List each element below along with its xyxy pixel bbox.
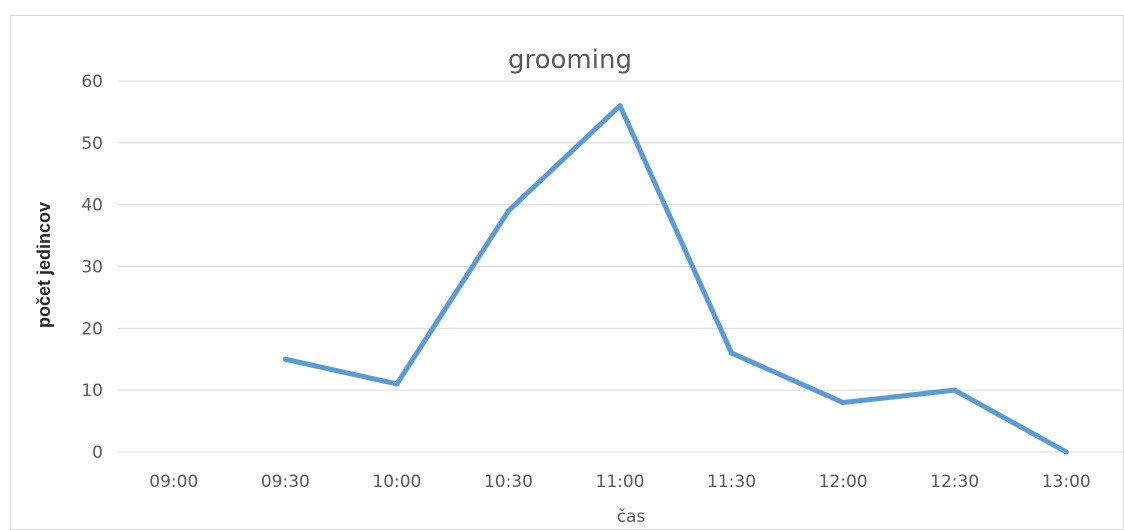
x-tick-label: 10:00	[372, 472, 421, 492]
data-point	[1063, 449, 1069, 455]
gridlines	[118, 80, 1122, 453]
y-tick-label: 20	[81, 319, 103, 339]
y-axis-label: počet jedincov	[34, 202, 54, 328]
data-point	[952, 387, 958, 393]
x-axis-label: čas	[617, 507, 646, 525]
y-axis-ticks: 0 10 20 30 40 50 60	[81, 72, 103, 463]
y-tick-label: 10	[81, 381, 103, 401]
y-tick-label: 50	[81, 134, 103, 154]
x-tick-label: 12:30	[930, 472, 979, 492]
y-tick-label: 60	[81, 72, 103, 92]
chart-frame	[10, 15, 1124, 530]
y-tick-label: 30	[81, 258, 103, 278]
data-point	[617, 103, 623, 109]
y-tick-label: 0	[92, 443, 103, 463]
data-point	[729, 350, 735, 356]
data-point	[282, 356, 288, 362]
chart-title: grooming	[508, 45, 632, 75]
data-point	[505, 208, 511, 214]
x-tick-label: 09:00	[149, 472, 198, 492]
x-tick-label: 09:30	[261, 472, 310, 492]
series-line	[282, 103, 1069, 455]
x-axis-ticks: 09:00 09:30 10:00 10:30 11:00 11:30 12:00 12:30…	[149, 472, 1090, 492]
data-point	[394, 381, 400, 387]
y-tick-label: 40	[81, 196, 103, 216]
data-point	[840, 400, 846, 406]
x-tick-label: 12:00	[819, 472, 868, 492]
x-tick-label: 11:30	[707, 472, 756, 492]
x-tick-label: 10:30	[484, 472, 533, 492]
x-tick-label: 11:00	[596, 472, 645, 492]
x-tick-label: 13:00	[1042, 472, 1091, 492]
series-group	[282, 103, 1069, 455]
